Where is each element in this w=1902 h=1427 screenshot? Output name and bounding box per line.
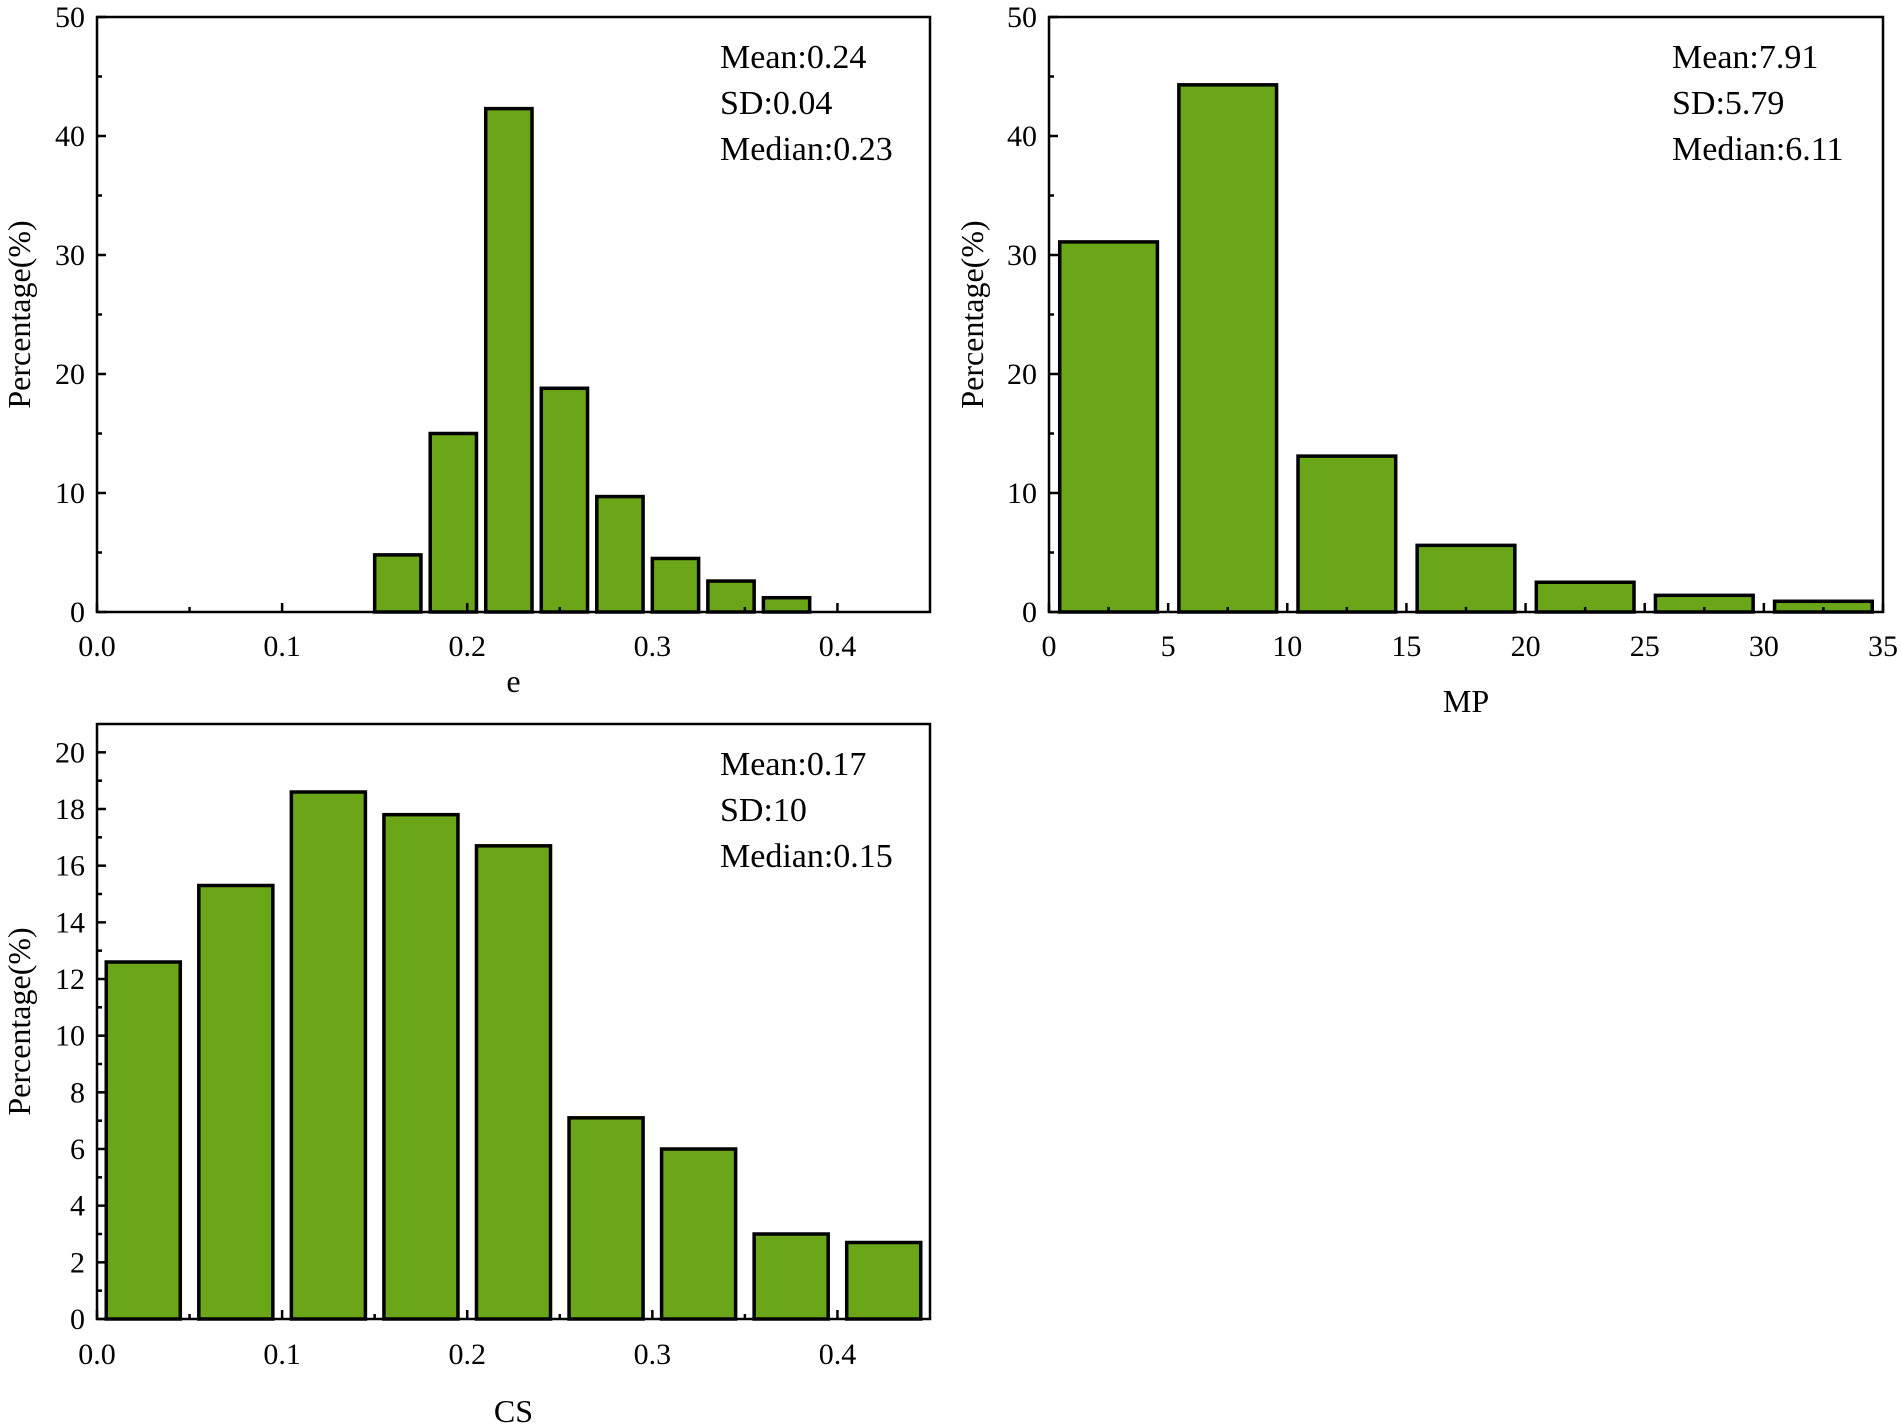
- x-tick-label-mp-7: 35: [1868, 630, 1898, 663]
- y-tick-label-mp-3: 30: [1007, 239, 1037, 272]
- y-tick-label-e-1: 10: [55, 477, 85, 510]
- bar-cs-7: [752, 1232, 830, 1321]
- x-tick-label-cs-4: 0.4: [819, 1338, 857, 1371]
- y-tick-label-cs-10: 20: [55, 736, 85, 769]
- bar-mp-2: [1296, 454, 1398, 614]
- chart-e: 0.0 0.1 0.2 0.3 0.4 0 10 20 30 40 50 e Percentage(%)…: [1, 1, 932, 699]
- bar-cs-3: [382, 812, 460, 1321]
- x-tick-label-e-2: 0.2: [448, 630, 486, 663]
- x-tick-label-mp-3: 15: [1391, 630, 1421, 663]
- bar-cs-5: [567, 1116, 645, 1321]
- x-tick-label-mp-0: 0: [1042, 630, 1057, 663]
- x-tick-label-cs-1: 0.1: [263, 1338, 301, 1371]
- bar-cs-0: [104, 960, 183, 1321]
- stat-annotation-mp-0: Mean:7.91: [1672, 39, 1818, 76]
- y-tick-label-cs-1: 2: [70, 1246, 85, 1279]
- stat-annotation-e-0: Mean:0.24: [720, 39, 866, 76]
- y-tick-label-e-0: 0: [70, 596, 85, 629]
- x-tick-label-mp-2: 10: [1272, 630, 1302, 663]
- stat-annotation-mp-1: SD:5.79: [1672, 85, 1784, 122]
- y-tick-label-cs-6: 12: [55, 963, 85, 996]
- bar-e-0: [372, 553, 423, 614]
- y-axis-label-mp: Percentage(%): [954, 220, 990, 408]
- y-tick-label-cs-5: 10: [55, 1020, 85, 1053]
- x-tick-label-cs-3: 0.3: [634, 1338, 672, 1371]
- y-tick-label-cs-9: 18: [55, 793, 85, 826]
- x-tick-label-cs-0: 0.0: [78, 1338, 116, 1371]
- bar-mp-1: [1177, 83, 1279, 614]
- y-tick-label-cs-4: 8: [70, 1076, 85, 1109]
- bar-e-2: [483, 106, 534, 614]
- stat-annotation-e-2: Median:0.23: [720, 131, 893, 168]
- y-tick-label-cs-2: 4: [70, 1190, 85, 1223]
- bar-mp-3: [1415, 543, 1517, 614]
- x-axis-label-e: e: [506, 663, 520, 699]
- bar-cs-8: [844, 1240, 923, 1321]
- stat-annotation-e-1: SD:0.04: [720, 85, 832, 122]
- y-tick-label-mp-4: 40: [1007, 120, 1037, 153]
- stat-annotation-cs-1: SD:10: [720, 792, 807, 829]
- bar-cs-6: [659, 1147, 738, 1321]
- x-tick-label-e-1: 0.1: [263, 630, 301, 663]
- bar-e-3: [539, 386, 590, 614]
- bar-e-6: [706, 579, 756, 614]
- x-tick-label-mp-6: 30: [1749, 630, 1779, 663]
- x-tick-label-e-0: 0.0: [78, 630, 116, 663]
- bar-e-4: [595, 494, 645, 614]
- y-tick-label-mp-2: 20: [1007, 358, 1037, 391]
- bar-mp-0: [1057, 240, 1160, 614]
- y-axis-label-cs: Percentage(%): [1, 927, 37, 1115]
- x-tick-label-mp-4: 20: [1511, 630, 1541, 663]
- plot-frame-cs: [95, 722, 932, 1321]
- y-tick-label-e-3: 30: [55, 239, 85, 272]
- y-tick-label-cs-0: 0: [70, 1303, 85, 1336]
- stat-annotation-cs-2: Median:0.15: [720, 838, 893, 875]
- y-tick-label-e-4: 40: [55, 120, 85, 153]
- bar-cs-2: [289, 790, 368, 1321]
- y-tick-label-e-2: 20: [55, 358, 85, 391]
- x-tick-label-mp-1: 5: [1161, 630, 1176, 663]
- y-tick-label-mp-1: 10: [1007, 477, 1037, 510]
- y-tick-label-cs-3: 6: [70, 1133, 85, 1166]
- bar-e-7: [761, 595, 812, 614]
- y-axis-label-e: Percentage(%): [1, 220, 37, 408]
- x-tick-label-e-3: 0.3: [634, 630, 672, 663]
- stat-annotation-cs-0: Mean:0.17: [720, 746, 866, 783]
- y-tick-label-cs-8: 16: [55, 850, 85, 883]
- x-axis-label-mp: MP: [1443, 683, 1489, 719]
- x-axis-label-cs: CS: [494, 1393, 533, 1427]
- x-tick-label-e-4: 0.4: [819, 630, 857, 663]
- x-tick-label-mp-5: 25: [1630, 630, 1660, 663]
- y-tick-label-e-5: 50: [55, 1, 85, 34]
- chart-mp: 0 5 10 15 20 25 30 35 0 10 20 30 40 50 MP Percentage(%)…: [954, 1, 1898, 719]
- bar-e-1: [428, 431, 479, 614]
- bar-e-5: [650, 556, 701, 614]
- y-tick-label-mp-0: 0: [1022, 596, 1037, 629]
- chart-cs: 0.0 0.1 0.2 0.3 0.4 0 2 4 6 8 10 12 14 16 18 20 CS Percen…: [1, 722, 932, 1427]
- y-tick-label-cs-7: 14: [55, 906, 85, 939]
- x-tick-label-cs-2: 0.2: [448, 1338, 486, 1371]
- bar-cs-4: [474, 844, 553, 1321]
- stat-annotation-mp-2: Median:6.11: [1672, 131, 1844, 168]
- bar-cs-1: [197, 883, 275, 1321]
- y-tick-label-mp-5: 50: [1007, 1, 1037, 34]
